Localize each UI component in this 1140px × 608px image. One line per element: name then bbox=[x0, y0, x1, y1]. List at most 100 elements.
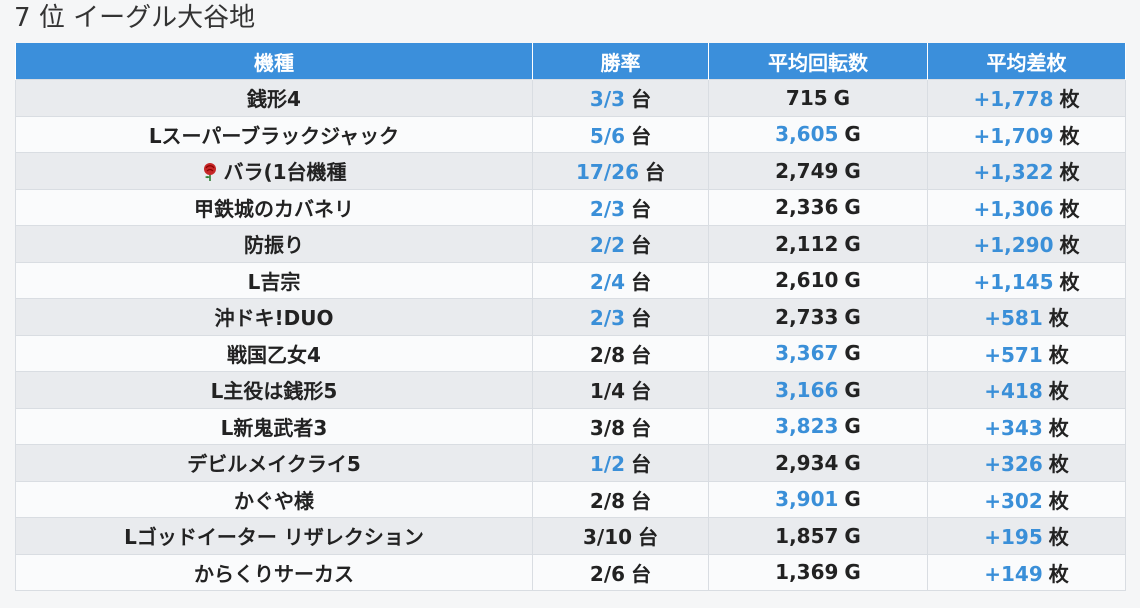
avg-spins-unit: G bbox=[844, 304, 861, 329]
win-rate-value: 1/4 bbox=[589, 379, 626, 404]
win-rate-unit: 台 bbox=[631, 488, 652, 513]
table-row[interactable]: Lスーパーブラックジャック 5/6 台 3,605 G +1,709 枚 bbox=[15, 115, 1126, 153]
machine-name: Lスーパーブラックジャック bbox=[148, 123, 400, 148]
win-rate-unit: 台 bbox=[631, 269, 652, 294]
avg-spins-value: 1,857 bbox=[775, 523, 839, 548]
machine-name: Lゴッドイーター リザレクション bbox=[124, 525, 424, 550]
avg-spins-unit: G bbox=[844, 414, 861, 439]
win-rate-cell: 5/6 台 bbox=[532, 115, 709, 153]
table-row[interactable]: 沖ドキ!DUO 2/3 台 2,733 G +581 枚 bbox=[15, 298, 1126, 336]
win-rate-value[interactable]: 2/3 bbox=[589, 196, 626, 221]
table-row[interactable]: からくりサーカス 2/6 台 1,369 G +149 枚 bbox=[15, 553, 1126, 591]
column-header-avg-diff[interactable]: 平均差枚 bbox=[927, 43, 1126, 80]
avg-diff-cell: +418 枚 bbox=[927, 371, 1126, 409]
avg-diff-unit: 枚 bbox=[1059, 87, 1080, 112]
avg-spins-unit: G bbox=[844, 122, 861, 147]
win-rate-cell: 2/2 台 bbox=[532, 225, 709, 263]
avg-diff-value[interactable]: +343 bbox=[984, 415, 1043, 440]
avg-diff-unit: 枚 bbox=[1048, 415, 1069, 440]
win-rate-unit: 台 bbox=[631, 87, 652, 112]
win-rate-value[interactable]: 17/26 bbox=[576, 160, 639, 185]
column-header-win-rate[interactable]: 勝率 bbox=[532, 43, 709, 80]
avg-diff-unit: 枚 bbox=[1059, 160, 1080, 185]
avg-diff-unit: 枚 bbox=[1048, 342, 1069, 367]
avg-diff-value[interactable]: +195 bbox=[984, 525, 1043, 550]
avg-diff-value[interactable]: +1,290 bbox=[973, 233, 1054, 258]
avg-diff-unit: 枚 bbox=[1048, 561, 1069, 586]
table-row[interactable]: デビルメイクライ5 1/2 台 2,934 G +326 枚 bbox=[15, 444, 1126, 482]
win-rate-unit: 台 bbox=[631, 342, 652, 367]
avg-spins-value[interactable]: 3,901 bbox=[775, 487, 839, 512]
avg-diff-unit: 枚 bbox=[1059, 123, 1080, 148]
avg-diff-value[interactable]: +149 bbox=[984, 561, 1043, 586]
avg-diff-value[interactable]: +1,322 bbox=[973, 160, 1054, 185]
table-row[interactable]: Lゴッドイーター リザレクション 3/10 台 1,857 G +195 枚 bbox=[15, 517, 1126, 555]
avg-diff-value[interactable]: +1,306 bbox=[973, 196, 1054, 221]
table-row[interactable]: L主役は銭形5 1/4 台 3,166 G +418 枚 bbox=[15, 371, 1126, 409]
avg-diff-cell: +1,778 枚 bbox=[927, 79, 1126, 117]
machine-cell: かぐや様 bbox=[15, 480, 533, 518]
win-rate-value[interactable]: 2/2 bbox=[589, 233, 626, 258]
win-rate-cell: 2/8 台 bbox=[532, 480, 709, 518]
table-row[interactable]: 銭形4 3/3 台 715 G +1,778 枚 bbox=[15, 79, 1126, 117]
machine-name: 甲鉄城のカバネリ bbox=[194, 196, 354, 221]
machine-cell: Lスーパーブラックジャック bbox=[15, 115, 533, 153]
table-header-row: 機種 勝率 平均回転数 平均差枚 bbox=[15, 43, 1126, 80]
avg-spins-value[interactable]: 3,605 bbox=[775, 122, 839, 147]
machine-name: からくりサーカス bbox=[194, 561, 354, 586]
column-header-avg-spins[interactable]: 平均回転数 bbox=[708, 43, 928, 80]
win-rate-value[interactable]: 1/2 bbox=[589, 452, 626, 477]
machine-cell: バラ(1台機種 bbox=[15, 152, 533, 190]
table-row[interactable]: L新鬼武者3 3/8 台 3,823 G +343 枚 bbox=[15, 407, 1126, 445]
win-rate-unit: 台 bbox=[631, 415, 652, 440]
machine-cell: L主役は銭形5 bbox=[15, 371, 533, 409]
win-rate-unit: 台 bbox=[631, 452, 652, 477]
win-rate-unit: 台 bbox=[638, 525, 659, 550]
table-row[interactable]: バラ(1台機種 17/26 台 2,749 G +1,322 枚 bbox=[15, 152, 1126, 190]
avg-diff-value[interactable]: +302 bbox=[984, 488, 1043, 513]
avg-spins-value[interactable]: 3,367 bbox=[775, 341, 839, 366]
avg-diff-cell: +1,290 枚 bbox=[927, 225, 1126, 263]
avg-spins-unit: G bbox=[833, 85, 851, 110]
avg-spins-cell: 1,369 G bbox=[708, 553, 928, 591]
avg-diff-value[interactable]: +1,778 bbox=[973, 87, 1054, 112]
avg-diff-value[interactable]: +418 bbox=[984, 379, 1043, 404]
avg-spins-value[interactable]: 3,166 bbox=[775, 377, 839, 402]
win-rate-value[interactable]: 2/4 bbox=[589, 269, 626, 294]
avg-diff-value[interactable]: +1,145 bbox=[973, 269, 1054, 294]
avg-spins-value[interactable]: 3,823 bbox=[775, 414, 839, 439]
table-row[interactable]: 戦国乙女4 2/8 台 3,367 G +571 枚 bbox=[15, 334, 1126, 372]
avg-diff-value[interactable]: +326 bbox=[984, 452, 1043, 477]
win-rate-cell: 2/8 台 bbox=[532, 334, 709, 372]
table-row[interactable]: 防振り 2/2 台 2,112 G +1,290 枚 bbox=[15, 225, 1126, 263]
table-row[interactable]: 甲鉄城のカバネリ 2/3 台 2,336 G +1,306 枚 bbox=[15, 188, 1126, 226]
avg-spins-unit: G bbox=[844, 450, 861, 475]
table-row[interactable]: かぐや様 2/8 台 3,901 G +302 枚 bbox=[15, 480, 1126, 518]
table-row[interactable]: L吉宗 2/4 台 2,610 G +1,145 枚 bbox=[15, 261, 1126, 299]
avg-spins-cell: 3,901 G bbox=[708, 480, 928, 518]
avg-spins-value: 1,369 bbox=[775, 560, 839, 585]
rank-number: 7 bbox=[14, 3, 31, 33]
machine-name: 戦国乙女4 bbox=[227, 342, 321, 367]
machine-cell: 戦国乙女4 bbox=[15, 334, 533, 372]
avg-spins-cell: 2,733 G bbox=[708, 298, 928, 336]
win-rate-value[interactable]: 5/6 bbox=[589, 123, 626, 148]
win-rate-cell: 1/4 台 bbox=[532, 371, 709, 409]
store-name: イーグル大谷地 bbox=[73, 3, 256, 33]
avg-spins-cell: 3,823 G bbox=[708, 407, 928, 445]
machine-name: 沖ドキ!DUO bbox=[214, 306, 334, 331]
win-rate-value[interactable]: 3/3 bbox=[589, 87, 626, 112]
avg-spins-value: 2,733 bbox=[775, 304, 839, 329]
win-rate-value[interactable]: 2/3 bbox=[589, 306, 626, 331]
avg-diff-value[interactable]: +581 bbox=[984, 306, 1043, 331]
machine-ranking-table: 機種 勝率 平均回転数 平均差枚 銭形4 3/3 台 715 G +1,778 枚 Lスーパー… bbox=[15, 43, 1126, 591]
avg-diff-value[interactable]: +1,709 bbox=[973, 123, 1054, 148]
avg-spins-cell: 2,749 G bbox=[708, 152, 928, 190]
column-header-machine[interactable]: 機種 bbox=[15, 43, 533, 80]
avg-diff-cell: +1,145 枚 bbox=[927, 261, 1126, 299]
win-rate-cell: 2/3 台 bbox=[532, 298, 709, 336]
avg-diff-value[interactable]: +571 bbox=[984, 342, 1043, 367]
avg-diff-unit: 枚 bbox=[1048, 525, 1069, 550]
win-rate-unit: 台 bbox=[631, 233, 652, 258]
avg-spins-cell: 2,934 G bbox=[708, 444, 928, 482]
